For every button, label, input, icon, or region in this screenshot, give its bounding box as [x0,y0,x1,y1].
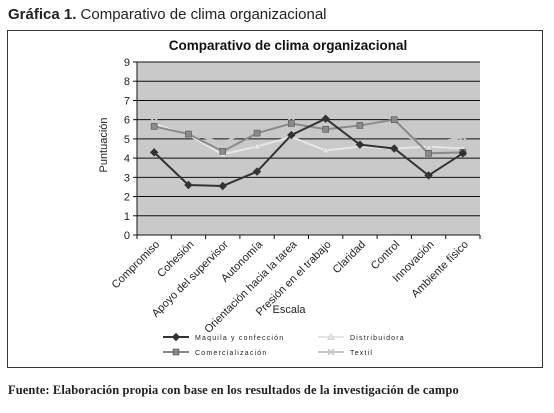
data-point [321,146,330,154]
data-point [184,180,193,190]
y-tick-label: 6 [124,115,130,127]
legend-item: Comercialización [163,348,268,357]
x-axis-title: Escala [272,304,306,316]
data-point [424,171,433,180]
data-point [287,130,296,140]
legend-label: Comercialización [195,350,268,357]
data-point [149,148,159,157]
y-tick-label: 8 [124,76,130,88]
series-line [153,117,464,187]
chart-frame: Comparativo de clima organizacional 0 1 2 3… [7,30,543,368]
data-point [390,144,399,153]
legend-swatch-marker [171,332,181,342]
x-tick-label: Compromiso [110,239,163,292]
data-point [185,130,192,138]
data-point [355,140,365,149]
legend-label: Distribuidora [350,335,405,342]
data-point [458,149,468,158]
legend: Maquila y confección Distribuidora Comerci… [163,332,405,357]
data-point [252,167,262,176]
data-point [356,122,364,129]
legend-swatch-marker [327,348,335,356]
data-point [390,128,398,136]
data-point [459,133,467,141]
y-tick-label: 5 [124,134,130,146]
y-tick-label: 9 [124,57,130,69]
y-tick-label: 4 [124,153,130,165]
legend-item: Distribuidora [318,333,405,342]
data-point [253,142,261,150]
legend-swatch-marker [327,333,335,340]
source-note: Fuente: Elaboración propia con base en l… [8,383,459,397]
figure-caption-text: Comparativo de clima organizacional [80,6,327,23]
legend-swatch-marker [172,348,180,356]
series-maquila-y-confeccion [149,114,468,191]
data-point [253,129,261,137]
series-line [153,122,463,156]
legend-item: Textil [318,348,373,357]
data-point [218,181,227,191]
data-point [321,114,330,123]
y-axis-title: Puntuación [98,117,110,172]
y-tick-label: 1 [124,211,130,223]
y-tick-label: 2 [124,192,130,204]
data-point [253,123,261,131]
data-point [424,141,433,149]
y-tick-label: 7 [124,95,130,107]
data-point [219,139,227,147]
data-point [322,125,329,133]
y-tick-label: 0 [124,230,130,242]
figure-number: Gráfica 1. [8,6,77,23]
legend-label: Maquila y confección [195,335,284,342]
data-point [150,123,158,130]
data-point [219,148,227,155]
legend-item: Maquila y confección [163,332,284,342]
data-point [288,120,295,127]
line-chart: Comparativo de clima organizacional 0 1 2 3… [98,38,481,357]
x-tick-label: Claridad [331,239,368,276]
y-tick-label: 3 [124,172,130,184]
data-point [390,116,398,123]
legend-label: Textil [350,350,373,357]
chart-title: Comparativo de clima organizacional [169,38,408,53]
figure-caption: Gráfica 1. Comparativo de clima organiza… [8,6,327,23]
data-point [425,150,432,157]
x-tick-label: Control [369,239,403,273]
